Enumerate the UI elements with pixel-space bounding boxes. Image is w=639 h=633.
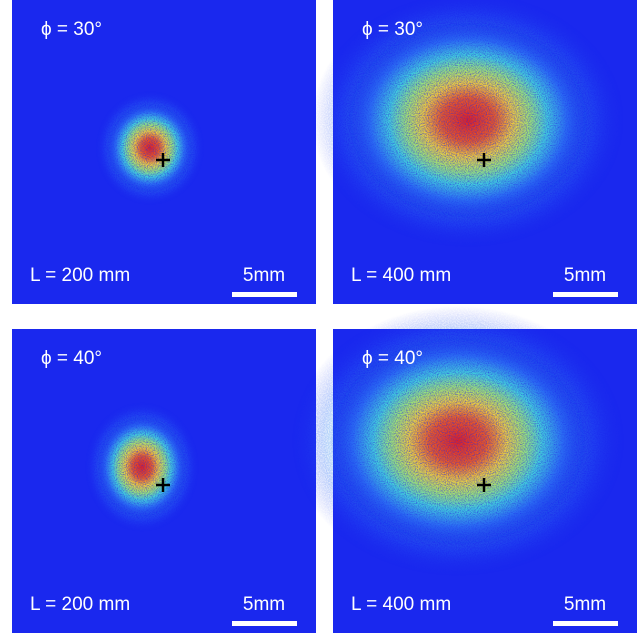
distance-label: L = 200 mm <box>30 265 130 286</box>
distance-label: L = 400 mm <box>351 594 451 615</box>
image-panel: ϕ = 40° L = 200 mm 5mm <box>12 329 316 633</box>
beam-spot <box>98 417 186 517</box>
scale-label: 5mm <box>564 594 606 615</box>
distance-label: L = 200 mm <box>30 594 130 615</box>
scale-label: 5mm <box>243 594 285 615</box>
scale-label: 5mm <box>564 265 606 286</box>
image-panel: ϕ = 40° L = 400 mm 5mm <box>292 306 637 633</box>
scale-bar <box>553 292 618 297</box>
distance-label: L = 400 mm <box>351 265 451 286</box>
panels: ϕ = 30° L = 200 mm 5mm ϕ = 30° L = 400 mm 5mm… <box>12 0 637 633</box>
scale-bar <box>553 621 618 626</box>
angle-label: ϕ = 40° <box>362 348 423 369</box>
scale-label: 5mm <box>243 265 285 286</box>
beam-spot <box>108 104 192 192</box>
beam-spot <box>348 22 588 218</box>
scale-bar <box>232 292 297 297</box>
angle-label: ϕ = 40° <box>41 348 102 369</box>
angle-label: ϕ = 30° <box>41 19 102 40</box>
figure: ϕ = 30° L = 200 mm 5mm ϕ = 30° L = 400 mm 5mm… <box>0 0 639 633</box>
scale-bar <box>232 621 297 626</box>
image-panel: ϕ = 30° L = 200 mm 5mm <box>12 0 316 304</box>
image-panel: ϕ = 30° L = 400 mm 5mm <box>312 0 637 304</box>
angle-label: ϕ = 30° <box>362 19 423 40</box>
